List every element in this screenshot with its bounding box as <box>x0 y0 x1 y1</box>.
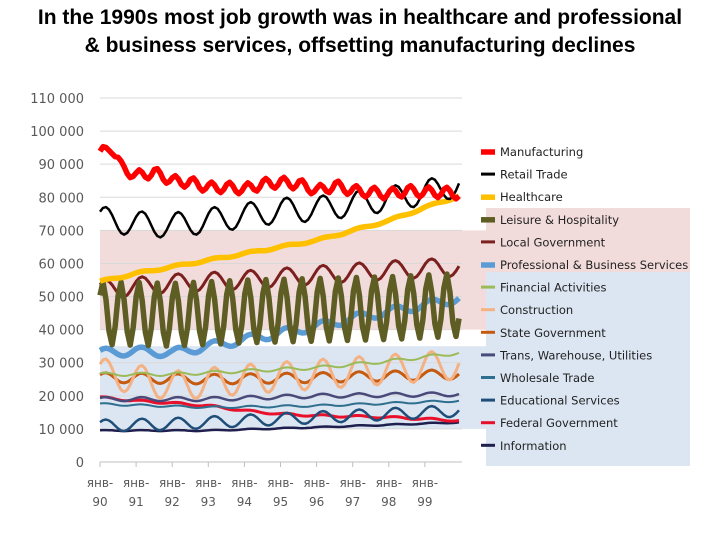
chart-title-line-2: & business services, offsetting manufact… <box>84 34 636 57</box>
chart-title: In the 1990s most job growth was in heal… <box>0 4 720 60</box>
series-line-financial-activities <box>99 351 460 377</box>
y-tick-label: 0 <box>76 456 84 471</box>
legend-background <box>486 272 690 466</box>
series-line-educational-services <box>99 404 460 433</box>
series-line-manufacturing <box>97 143 461 202</box>
legend-swatch <box>481 330 495 334</box>
chart-title-line-1: In the 1990s most job growth was in heal… <box>37 6 683 29</box>
legend-label: Wholesale Trade <box>500 371 594 385</box>
legend-swatch <box>481 398 495 402</box>
y-tick-label: 20 000 <box>39 390 85 405</box>
series-line-trans-warehouse-utilities <box>99 391 460 403</box>
legend-swatch <box>481 172 495 176</box>
legend-swatch <box>481 376 495 379</box>
x-tick-label: янв- <box>339 476 365 490</box>
data-series <box>97 143 462 433</box>
y-tick-label: 30 000 <box>39 357 85 372</box>
y-tick-label: 90 000 <box>39 158 85 173</box>
series-line-construction <box>98 350 461 400</box>
series-line-retail-trade <box>99 177 461 239</box>
x-tick-label: 94 <box>237 495 252 509</box>
x-tick-label: янв- <box>231 476 257 490</box>
legend-swatch <box>481 285 495 289</box>
y-tick-label: 40 000 <box>39 324 85 339</box>
series-line-wholesale-trade <box>99 399 460 409</box>
legend: Manufacturing Retail Trade Healthcare Leisu… <box>481 145 688 453</box>
legend-label: Local Government <box>500 235 606 249</box>
x-tick-label: янв- <box>159 476 185 490</box>
y-tick-label: 50 000 <box>39 291 85 306</box>
x-tick-label: 97 <box>345 495 360 509</box>
x-tick-label: 95 <box>273 495 288 509</box>
legend-swatch <box>481 217 495 223</box>
x-tick-label: янв- <box>412 476 438 490</box>
legend-swatch <box>481 308 495 312</box>
x-tick-label: 98 <box>381 495 396 509</box>
legend-label: Retail Trade <box>500 168 568 182</box>
legend-label: Construction <box>500 303 573 317</box>
legend-label: Leisure & Hospitality <box>500 213 619 227</box>
x-tick-label: янв- <box>376 476 402 490</box>
y-tick-label: 110 000 <box>30 92 84 107</box>
x-tick-label: янв- <box>303 476 329 490</box>
legend-label: Professional & Business Services <box>500 258 688 272</box>
x-axis: янв- 90 янв- 91 янв- 92 янв- 93 янв- 94 янв- 95 янв-… <box>87 461 462 509</box>
legend-swatch <box>481 240 495 244</box>
x-tick-label: янв- <box>195 476 221 490</box>
legend-label: Information <box>500 439 567 453</box>
legend-swatch <box>481 421 495 425</box>
legend-swatch <box>481 353 495 357</box>
legend-label: Trans, Warehouse, Utilities <box>499 348 652 362</box>
y-tick-label: 100 000 <box>30 125 84 140</box>
legend-label: Financial Activities <box>500 281 606 295</box>
y-tick-label: 60 000 <box>39 257 85 272</box>
y-tick-label: 70 000 <box>39 224 85 239</box>
highlight-bands <box>100 208 690 466</box>
x-tick-label: 92 <box>165 495 180 509</box>
series-line-state-government <box>99 368 460 386</box>
legend-swatch <box>481 443 495 447</box>
legend-label: Manufacturing <box>500 145 583 159</box>
legend-label: Educational Services <box>500 394 620 408</box>
legend-swatch <box>481 194 495 200</box>
series-line-healthcare <box>99 193 461 284</box>
x-tick-label: янв- <box>123 476 149 490</box>
y-tick-label: 10 000 <box>39 423 85 438</box>
legend-label: Healthcare <box>500 190 563 204</box>
x-tick-label: 99 <box>417 495 432 509</box>
x-tick-label: 90 <box>92 495 107 509</box>
series-line-federal-government <box>100 395 460 423</box>
y-tick-label: 80 000 <box>39 191 85 206</box>
legend-swatch <box>481 262 495 268</box>
x-tick-label: 91 <box>128 495 143 509</box>
y-axis-ticks: 0 10 000 20 000 30 000 40 000 50 000 60 000 70 … <box>30 92 84 471</box>
legend-label: Federal Government <box>500 416 618 430</box>
x-tick-label: 96 <box>309 495 324 509</box>
legend-swatch <box>481 149 495 155</box>
x-tick-label: янв- <box>87 476 113 490</box>
x-tick-label: янв- <box>267 476 293 490</box>
legend-label: State Government <box>500 326 606 340</box>
x-tick-label: 93 <box>201 495 216 509</box>
legend-background-top <box>486 208 690 272</box>
series-line-leisure-hospitality <box>97 271 462 349</box>
